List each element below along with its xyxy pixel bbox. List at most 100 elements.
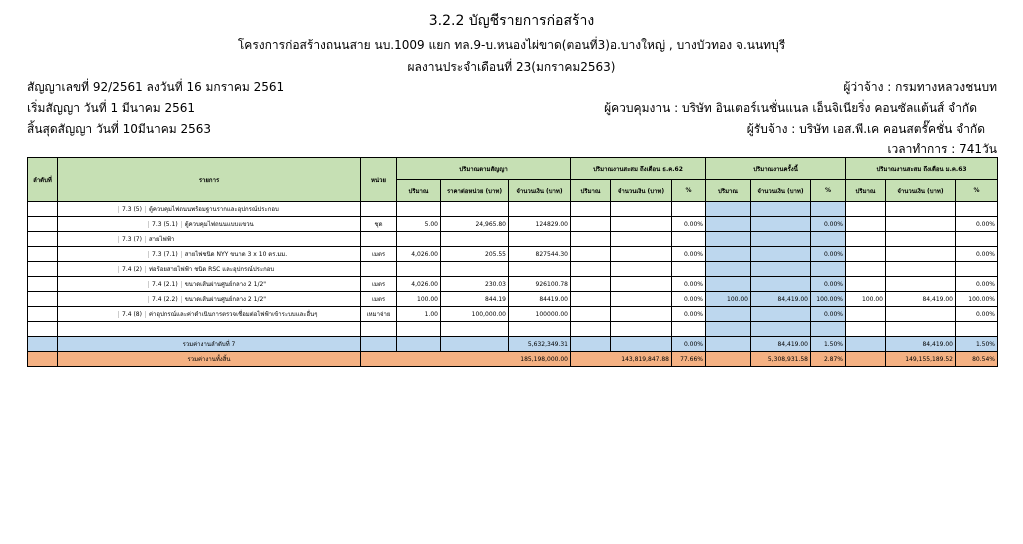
empty-cell — [570, 321, 611, 337]
value-cell — [610, 246, 672, 262]
item-name: สายไฟชนิด NYY ขนาด 3 x 10 ตร.มม. — [184, 251, 288, 258]
empty-cell — [955, 321, 998, 337]
value-cell — [750, 246, 811, 262]
value-cell: 0.00% — [955, 306, 998, 322]
no-cell — [27, 306, 58, 322]
item-name: สายไฟฟ้า — [148, 236, 175, 243]
empty-cell — [440, 321, 509, 337]
value-cell: 100000.00 — [508, 306, 571, 322]
subtotal-cell: 5,632,349.31 — [508, 336, 571, 352]
total-cell: 80.54% — [955, 351, 998, 367]
value-cell — [810, 231, 846, 247]
subheader-qty: ปริมาณ — [705, 179, 751, 202]
subheader-qty: ปริมาณ — [570, 179, 611, 202]
value-cell — [440, 201, 509, 217]
total-amount: 185,198,000.00 — [360, 351, 571, 367]
duration: เวลาทำการ : 741วัน — [887, 142, 997, 156]
value-cell: 100.00 — [705, 291, 751, 307]
empty-cell — [845, 321, 886, 337]
value-cell — [955, 231, 998, 247]
empty-cell — [396, 321, 441, 337]
table-row: 7.4 (2) ท่อร้อยสายไฟฟ้า ชนิด RSC และอุปกร… — [27, 261, 998, 277]
value-cell: 0.00% — [810, 276, 846, 292]
contract-end: สิ้นสุดสัญญา วันที่ 10มีนาคม 2563 — [27, 122, 212, 136]
header-contract: ปริมาณตามสัญญา — [396, 157, 571, 180]
period: ผลงานประจำเดือนที่ 23(มกราคม2563) — [407, 60, 616, 74]
empty-cell — [885, 321, 956, 337]
value-cell — [396, 201, 441, 217]
value-cell — [671, 261, 706, 277]
item-cell: 7.3 (5.1) ตู้ควบคุมไฟถนนแบบแขวน — [57, 216, 361, 232]
header-item: รายการ — [57, 157, 361, 202]
value-cell — [610, 291, 672, 307]
item-cell: 7.3 (7.1) สายไฟชนิด NYY ขนาด 3 x 10 ตร.มม… — [57, 246, 361, 262]
item-name: ตู้ควบคุมไฟถนนแบบแขวน — [184, 221, 254, 228]
value-cell — [610, 201, 672, 217]
value-cell — [508, 231, 571, 247]
supervisor: ผู้ควบคุมงาน : บริษัท อินเตอร์เนชั่นแนล … — [604, 101, 977, 115]
item-code: 7.4 (2) — [118, 266, 146, 273]
value-cell — [845, 261, 886, 277]
value-cell — [705, 201, 751, 217]
value-cell — [810, 261, 846, 277]
item-code: 7.4 (8) — [118, 311, 146, 318]
total-cell: 143,819,847.88 — [570, 351, 672, 367]
header-unit: หน่วย — [360, 157, 397, 202]
unit-cell: เหมาจ่าย — [360, 306, 397, 322]
empty-cell — [610, 321, 672, 337]
no-cell — [27, 261, 58, 277]
subtotal-cell: 0.00% — [671, 336, 706, 352]
value-cell — [671, 231, 706, 247]
value-cell — [570, 216, 611, 232]
contract-start: เริ่มสัญญา วันที่ 1 มีนาคม 2561 — [27, 101, 196, 115]
value-cell — [705, 216, 751, 232]
value-cell: 100.00% — [810, 291, 846, 307]
value-cell: 926100.78 — [508, 276, 571, 292]
value-cell — [610, 231, 672, 247]
value-cell — [440, 261, 509, 277]
value-cell — [610, 276, 672, 292]
item-cell: 7.4 (2.1) ขนาดเส้นผ่านศูนย์กลาง 2 1/2" — [57, 276, 361, 292]
value-cell: 100,000.00 — [440, 306, 509, 322]
subheader-qty: ปริมาณ — [396, 179, 441, 202]
value-cell: 0.00% — [955, 246, 998, 262]
subtotal-cell — [396, 336, 441, 352]
value-cell: 205.55 — [440, 246, 509, 262]
unit-cell — [360, 261, 397, 277]
unit-cell: ชุด — [360, 216, 397, 232]
construction-table: ลำดับที่ รายการ หน่วย ปริมาณตามสัญญา ปริ… — [27, 157, 998, 367]
subtotal-cell: 84,419.00 — [885, 336, 956, 352]
value-cell — [705, 231, 751, 247]
no-cell — [27, 231, 58, 247]
value-cell — [955, 261, 998, 277]
value-cell — [705, 276, 751, 292]
value-cell: 0.00% — [955, 276, 998, 292]
value-cell — [750, 276, 811, 292]
unit-cell — [360, 231, 397, 247]
value-cell — [570, 276, 611, 292]
subtotal-cell — [27, 336, 58, 352]
value-cell — [671, 201, 706, 217]
value-cell: 230.03 — [440, 276, 509, 292]
subheader-amount: จำนวนเงิน (บาท) — [508, 179, 571, 202]
table-row: 7.3 (7.1) สายไฟชนิด NYY ขนาด 3 x 10 ตร.มม… — [27, 246, 998, 262]
value-cell — [396, 261, 441, 277]
value-cell — [570, 231, 611, 247]
subheader-price: ราคาต่อหน่วย (บาท) — [440, 179, 509, 202]
value-cell — [440, 231, 509, 247]
value-cell — [885, 201, 956, 217]
value-cell — [610, 306, 672, 322]
total-cell: 77.66% — [671, 351, 706, 367]
value-cell — [885, 246, 956, 262]
value-cell: 24,965.80 — [440, 216, 509, 232]
no-cell — [27, 276, 58, 292]
value-cell — [845, 216, 886, 232]
table-row: 7.4 (2.2) ขนาดเส้นผ่านศูนย์กลาง 2 1/2" เมต… — [27, 291, 998, 307]
empty-cell — [705, 321, 751, 337]
unit-cell: เมตร — [360, 276, 397, 292]
empty-cell — [57, 321, 361, 337]
value-cell — [845, 201, 886, 217]
item-name: ขนาดเส้นผ่านศูนย์กลาง 2 1/2" — [184, 281, 267, 288]
empty-cell — [360, 321, 397, 337]
item-cell: 7.4 (2.2) ขนาดเส้นผ่านศูนย์กลาง 2 1/2" — [57, 291, 361, 307]
